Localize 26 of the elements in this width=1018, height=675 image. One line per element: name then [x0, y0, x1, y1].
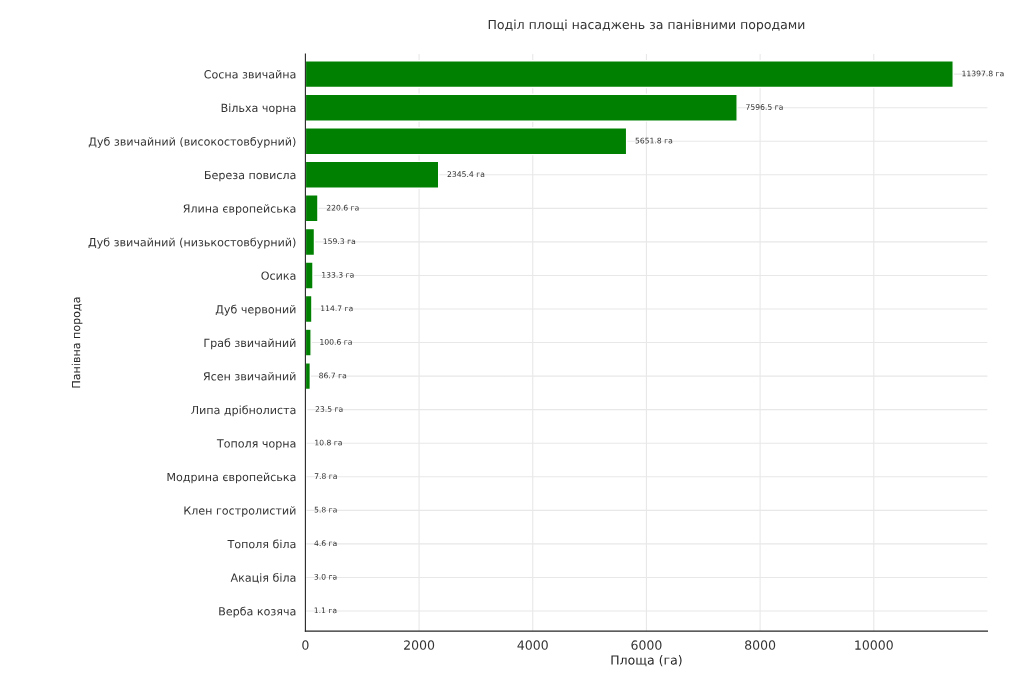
x-axis-title: Площа (га) [611, 655, 682, 667]
y-tick-label: Ясен звичайний [203, 371, 296, 381]
x-tick-label: 8000 [745, 640, 776, 650]
y-tick-label: Клен гостролистий [184, 506, 296, 517]
x-tick-label: 0 [302, 640, 309, 650]
y-tick-label: Липа дрібнолиста [191, 405, 296, 417]
y-tick-label: Дуб червоний [215, 304, 296, 316]
x-tick-label: 4000 [517, 640, 548, 650]
x-tick-label: 10000 [855, 640, 893, 650]
y-tick-label: Верба козяча [219, 606, 296, 618]
y-tick-label: Тополя біла [227, 539, 296, 549]
y-tick-label: Модрина європейська [167, 472, 296, 484]
y-tick-label: Акація біла [230, 573, 296, 584]
y-tick-label: Сосна звичайна [204, 69, 296, 79]
y-tick-label: Дуб звичайний (низькостовбурний) [88, 237, 296, 249]
x-tick-label: 2000 [404, 640, 435, 650]
y-axis-title: Панівна порода [71, 297, 83, 388]
x-tick-label: 6000 [631, 640, 662, 650]
y-tick-label: Ялина європейська [183, 204, 296, 215]
y-tick-label: Дуб звичайний (високостовбурний) [88, 136, 296, 148]
y-tick-label: Береза повисла [205, 170, 296, 182]
y-tick-label: Вільха чорна [221, 103, 296, 115]
chart-title: Поділ площі насаджень за панівними породами [488, 19, 805, 32]
y-tick-label: Осика [261, 271, 296, 280]
y-tick-label: Тополя чорна [216, 439, 296, 450]
y-tick-label: Граб звичайний [204, 338, 296, 350]
